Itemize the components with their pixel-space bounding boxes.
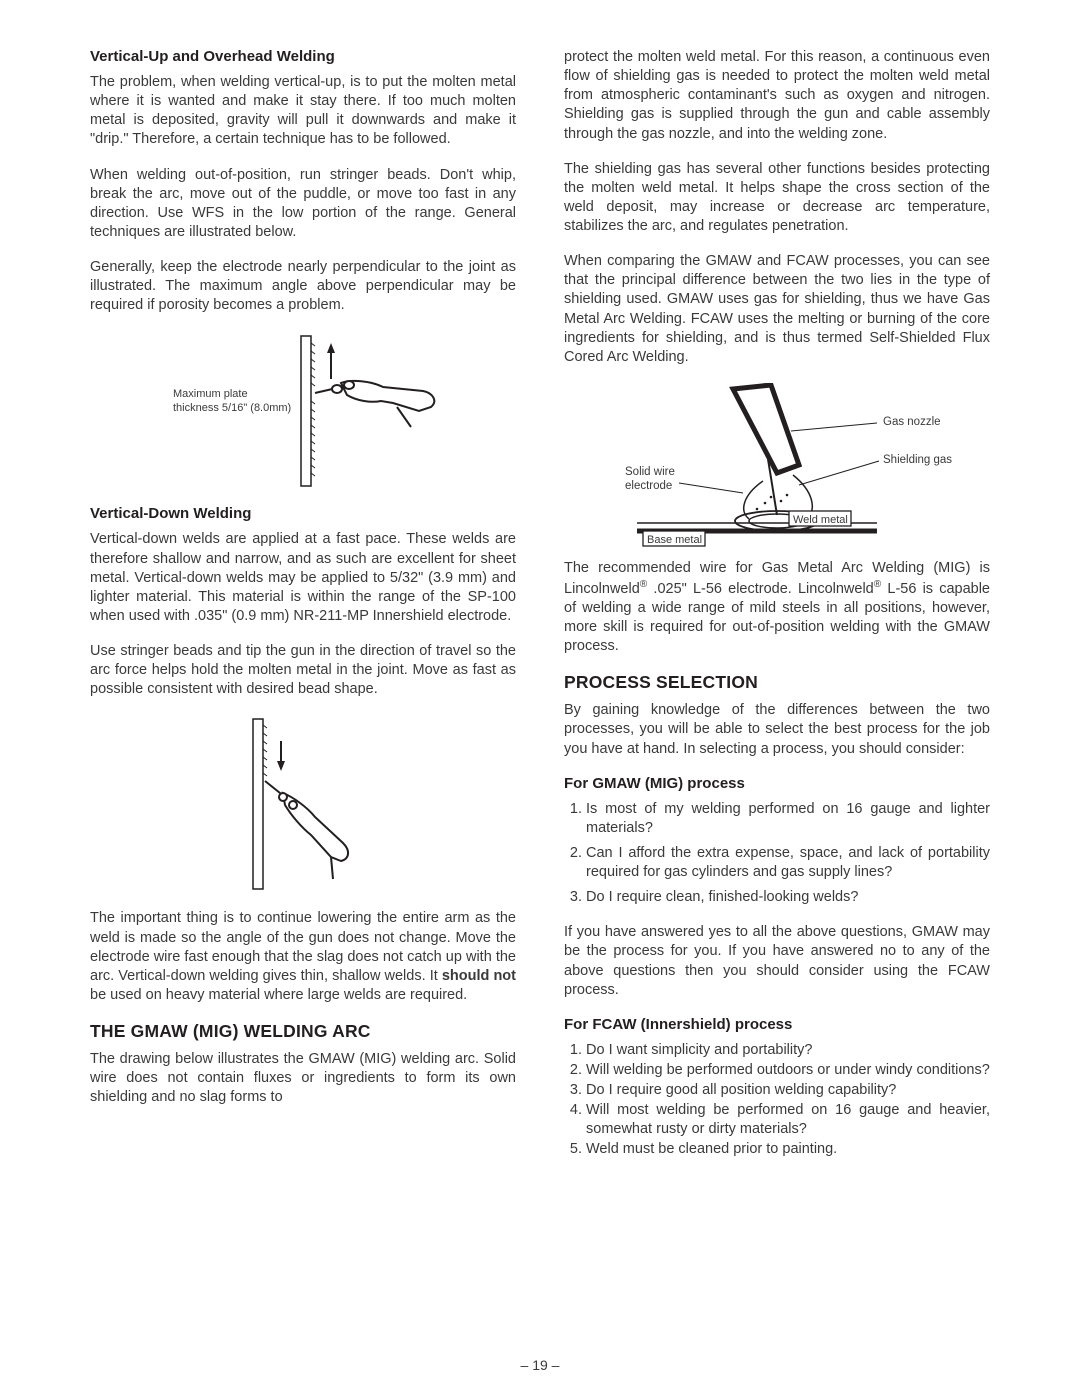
para: By gaining knowledge of the differences …	[564, 701, 990, 758]
label-shielding-gas: Shielding gas	[883, 454, 952, 466]
should-not: should not	[442, 968, 516, 984]
figure-caption: Maximum plate	[173, 388, 248, 400]
heading-vertical-up: Vertical-Up and Overhead Welding	[90, 48, 516, 65]
list-item: Weld must be cleaned prior to painting.	[586, 1140, 990, 1159]
list-item: Is most of my welding performed on 16 ga…	[586, 800, 990, 838]
label-weld-metal: Weld metal	[793, 514, 848, 526]
heading-fcaw-process: For FCAW (Innershield) process	[564, 1016, 990, 1033]
para: The shielding gas has several other func…	[564, 160, 990, 237]
heading-process-selection: PROCESS SELECTION	[564, 672, 990, 693]
para: The recommended wire for Gas Metal Arc W…	[564, 559, 990, 656]
para: Vertical-down welds are applied at a fas…	[90, 530, 516, 626]
heading-vertical-down: Vertical-Down Welding	[90, 505, 516, 522]
list-item: Will most welding be performed on 16 gau…	[586, 1101, 990, 1139]
para: Generally, keep the electrode nearly per…	[90, 258, 516, 315]
label-base-metal: Base metal	[647, 534, 702, 546]
para: When welding out-of-position, run string…	[90, 166, 516, 243]
para: Use stringer beads and tip the gun in th…	[90, 642, 516, 699]
heading-gmaw-process: For GMAW (MIG) process	[564, 775, 990, 792]
left-column: Vertical-Up and Overhead Welding The pro…	[90, 48, 516, 1176]
para: When comparing the GMAW and FCAW process…	[564, 252, 990, 367]
list-item: Can I afford the extra expense, space, a…	[586, 844, 990, 882]
page-number: – 19 –	[0, 1357, 1080, 1373]
para: If you have answered yes to all the abov…	[564, 923, 990, 1000]
label-solid-wire: Solid wire	[625, 466, 675, 478]
list-item: Will welding be performed outdoors or un…	[586, 1061, 990, 1080]
heading-gmaw-arc: THE GMAW (MIG) WELDING ARC	[90, 1021, 516, 1042]
para: The problem, when welding vertical-up, i…	[90, 73, 516, 150]
list-item: Do I require clean, finished-looking wel…	[586, 888, 990, 907]
list-item: Do I require good all position welding c…	[586, 1081, 990, 1100]
list-fcaw: Do I want simplicity and portability? Wi…	[564, 1041, 990, 1160]
figure-caption: thickness 5/16" (8.0mm)	[173, 402, 291, 414]
figure-vertical-down	[90, 715, 516, 895]
list-gmaw: Is most of my welding performed on 16 ga…	[564, 800, 990, 908]
para: protect the molten weld metal. For this …	[564, 48, 990, 144]
para: The important thing is to continue lower…	[90, 909, 516, 1005]
para: The drawing below illustrates the GMAW (…	[90, 1050, 516, 1107]
figure-gmaw-arc: Weld metal Base metal Gas nozzle Shieldi…	[564, 383, 990, 553]
label-gas-nozzle: Gas nozzle	[883, 416, 941, 428]
label-electrode: electrode	[625, 480, 672, 492]
right-column: protect the molten weld metal. For this …	[564, 48, 990, 1176]
figure-vertical-up: Maximum plate thickness 5/16" (8.0mm)	[90, 331, 516, 491]
list-item: Do I want simplicity and portability?	[586, 1041, 990, 1060]
